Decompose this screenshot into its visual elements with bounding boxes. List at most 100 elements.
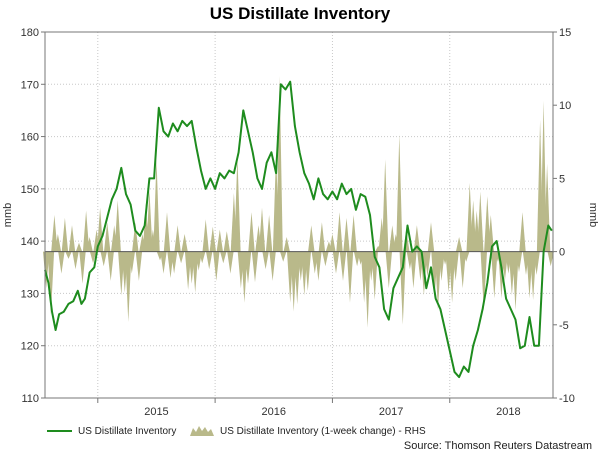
left-tick-label: 130 <box>21 288 39 300</box>
bar-change-mark <box>265 215 273 252</box>
bar-change-mark <box>424 251 431 277</box>
right-tick-label: 15 <box>559 27 571 39</box>
bar-change-mark <box>216 229 223 252</box>
left-tick-label: 180 <box>21 27 39 39</box>
bar-change-mark <box>227 251 234 274</box>
bar-change-mark <box>104 222 111 252</box>
bar-change-mark <box>132 222 139 252</box>
bar-change-mark <box>209 226 216 252</box>
legend: US Distillate Inventory US Distillate In… <box>47 426 426 437</box>
bar-change-mark <box>146 190 153 252</box>
legend-line-label: US Distillate Inventory <box>78 426 176 437</box>
bar-change-mark <box>448 251 456 303</box>
bar-change-mark <box>100 251 107 267</box>
bar-change-mark <box>318 222 326 252</box>
bar-change-mark <box>241 251 248 303</box>
bar-change-mark <box>135 251 143 281</box>
bar-change-mark <box>251 251 259 283</box>
bar-change-mark <box>438 251 445 281</box>
plot-frame <box>44 31 554 399</box>
bar-change-mark <box>529 251 537 300</box>
bar-change-mark <box>540 100 547 252</box>
bar-change-mark <box>170 251 178 274</box>
left-axis-label: mmb <box>2 203 14 227</box>
bar-change-mark <box>220 251 227 264</box>
bar-change-mark <box>339 251 347 281</box>
bar-change-mark <box>487 215 494 252</box>
bar-change-mark <box>89 251 97 264</box>
bar-change-mark <box>192 251 199 293</box>
bar-change-mark <box>332 251 340 274</box>
bar-change-mark <box>364 251 371 328</box>
bar-change-mark <box>452 251 459 281</box>
bar-change-mark <box>350 215 357 252</box>
bar-change-mark <box>96 207 104 252</box>
bar-change-mark <box>515 251 523 273</box>
bar-change-mark <box>385 251 392 289</box>
bar-change-mark <box>480 251 487 311</box>
bar-change-mark <box>51 215 58 252</box>
left-tick-label: 170 <box>21 79 39 91</box>
bar-change-mark <box>72 251 79 270</box>
bar-change-mark <box>371 251 378 300</box>
bar-change-mark <box>283 237 290 252</box>
left-tick-label: 150 <box>21 184 39 196</box>
bar-change-mark <box>463 251 470 262</box>
bar-change-mark <box>346 251 354 303</box>
bar-change-mark <box>177 251 185 264</box>
right-axis: -10 -5 0 5 10 15 <box>553 27 575 405</box>
left-tick-label: 120 <box>21 341 39 353</box>
bar-change-mark <box>244 251 252 284</box>
bar-change-mark <box>128 251 135 274</box>
bar-change-mark <box>336 212 343 252</box>
bar-change-mark <box>519 212 526 252</box>
bar-change-mark <box>107 251 114 281</box>
grid <box>45 32 553 398</box>
bar-change-mark <box>543 163 551 252</box>
x-tick-label: 2017 <box>379 406 403 418</box>
right-tick-label: -5 <box>559 320 569 332</box>
x-axis: 2015 2016 2017 2018 <box>97 398 521 418</box>
bar-change-mark <box>258 207 266 252</box>
bar-change-mark <box>58 251 65 274</box>
bar-change-mark <box>199 251 206 264</box>
bar-change-mark <box>491 251 498 299</box>
left-tick-label: 110 <box>21 393 39 405</box>
bar-change-mark <box>248 212 255 252</box>
bar-change-mark <box>153 159 160 252</box>
bar-change-mark <box>61 217 69 252</box>
bar-change-mark <box>68 225 76 252</box>
bar-change-mark <box>315 251 322 281</box>
bar-change-mark <box>82 210 90 252</box>
bar-change-mark <box>160 251 167 274</box>
right-tick-label: 10 <box>559 100 571 112</box>
bar-change-mark <box>382 159 389 252</box>
bar-change-mark <box>512 251 519 311</box>
bar-change-mark <box>427 222 435 252</box>
legend-area-swatch <box>190 426 214 436</box>
bar-change-mark <box>343 217 350 252</box>
bar-change-mark <box>308 225 315 252</box>
bar-change-mark <box>86 237 93 252</box>
bar-series <box>43 75 554 328</box>
bar-change-mark <box>206 251 213 270</box>
bar-change-mark <box>434 251 442 311</box>
left-tick-label: 160 <box>21 132 39 144</box>
bar-change-mark <box>459 251 466 289</box>
bar-change-mark <box>294 251 301 305</box>
right-tick-label: 5 <box>559 173 565 185</box>
bar-change-mark <box>533 251 540 275</box>
right-tick-label: -10 <box>559 393 575 405</box>
bar-change-mark <box>304 251 311 292</box>
bar-change-mark <box>181 234 188 252</box>
bar-change-mark <box>65 251 72 259</box>
bar-change-mark <box>202 219 209 252</box>
legend-area-label: US Distillate Inventory (1-week change) … <box>220 426 426 437</box>
inventory-line <box>44 80 553 379</box>
left-axis: 110 120 130 140 150 160 170 180 <box>21 27 45 405</box>
bar-change-mark <box>234 156 241 252</box>
x-tick-label: 2016 <box>262 406 286 418</box>
chart-title: US Distillate Inventory <box>210 4 391 23</box>
bar-change-mark <box>213 251 220 281</box>
